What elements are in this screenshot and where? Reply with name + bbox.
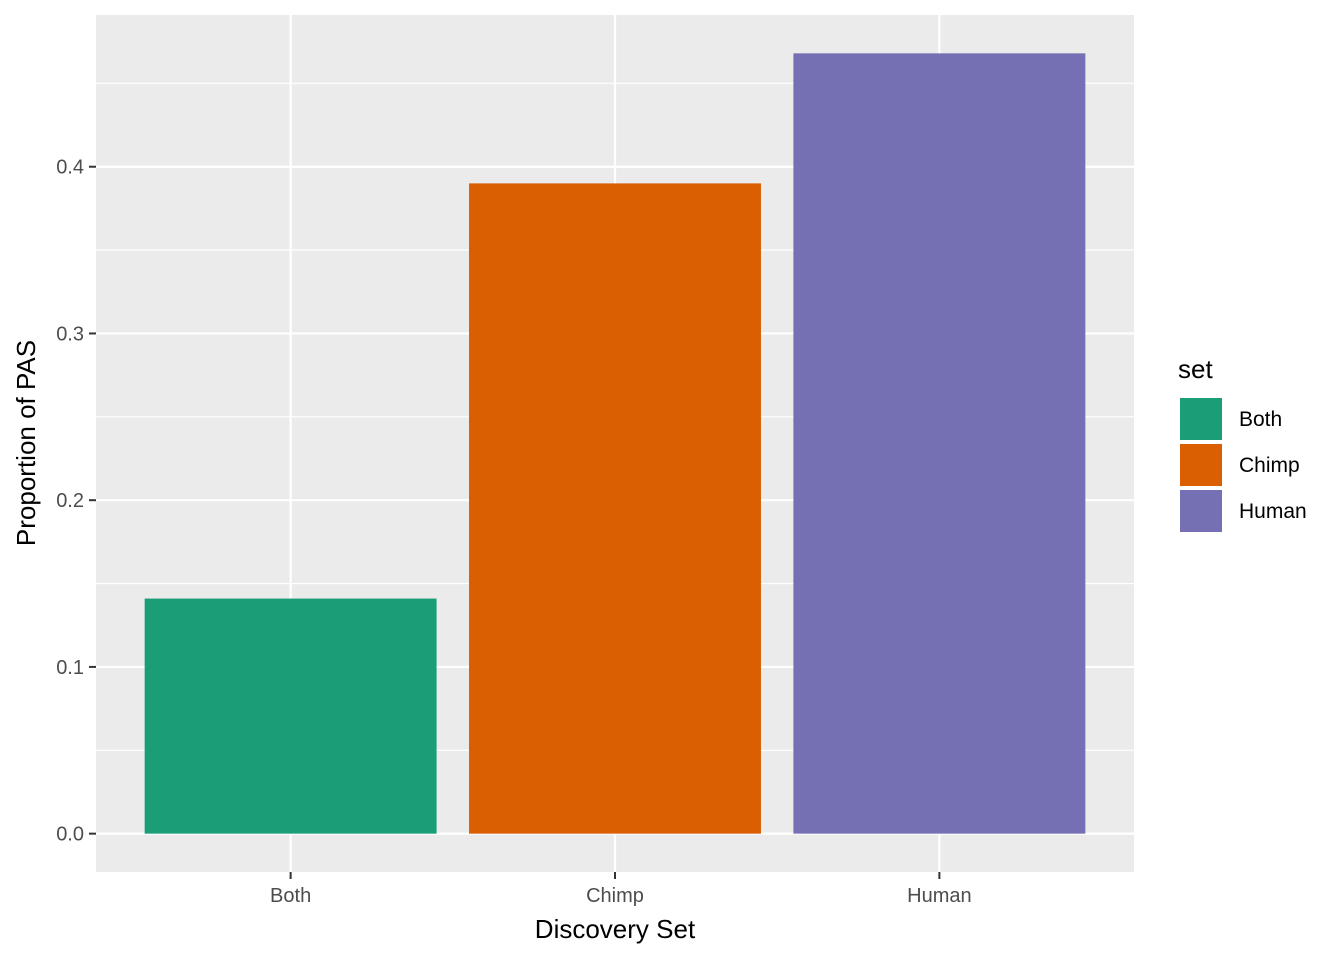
legend: set Both Chimp Human [1178, 354, 1307, 532]
legend-label-human: Human [1239, 500, 1307, 523]
bar-human [793, 53, 1086, 834]
x-tick-label: Both [270, 885, 311, 907]
y-axis: 0.0 0.1 0.2 0.3 0.4 [56, 157, 96, 846]
bars [144, 53, 1086, 834]
legend-key-chimp [1180, 444, 1222, 486]
y-tick-label: 0.4 [56, 157, 84, 179]
y-tick-label: 0.0 [56, 824, 84, 846]
legend-title: set [1178, 354, 1213, 384]
x-tick-label: Human [907, 885, 971, 907]
x-axis: Both Chimp Human [270, 872, 972, 907]
y-tick-label: 0.2 [56, 490, 84, 512]
x-tick-label: Chimp [586, 885, 644, 907]
x-axis-title: Discovery Set [535, 914, 696, 944]
legend-label-both: Both [1239, 408, 1282, 431]
bar-both [144, 598, 437, 834]
y-tick-label: 0.1 [56, 657, 84, 679]
y-tick-label: 0.3 [56, 323, 84, 345]
legend-key-both [1180, 398, 1222, 440]
bar-chimp [469, 183, 761, 834]
legend-key-human [1180, 490, 1222, 532]
legend-label-chimp: Chimp [1239, 454, 1300, 477]
y-axis-title: Proportion of PAS [11, 340, 41, 546]
